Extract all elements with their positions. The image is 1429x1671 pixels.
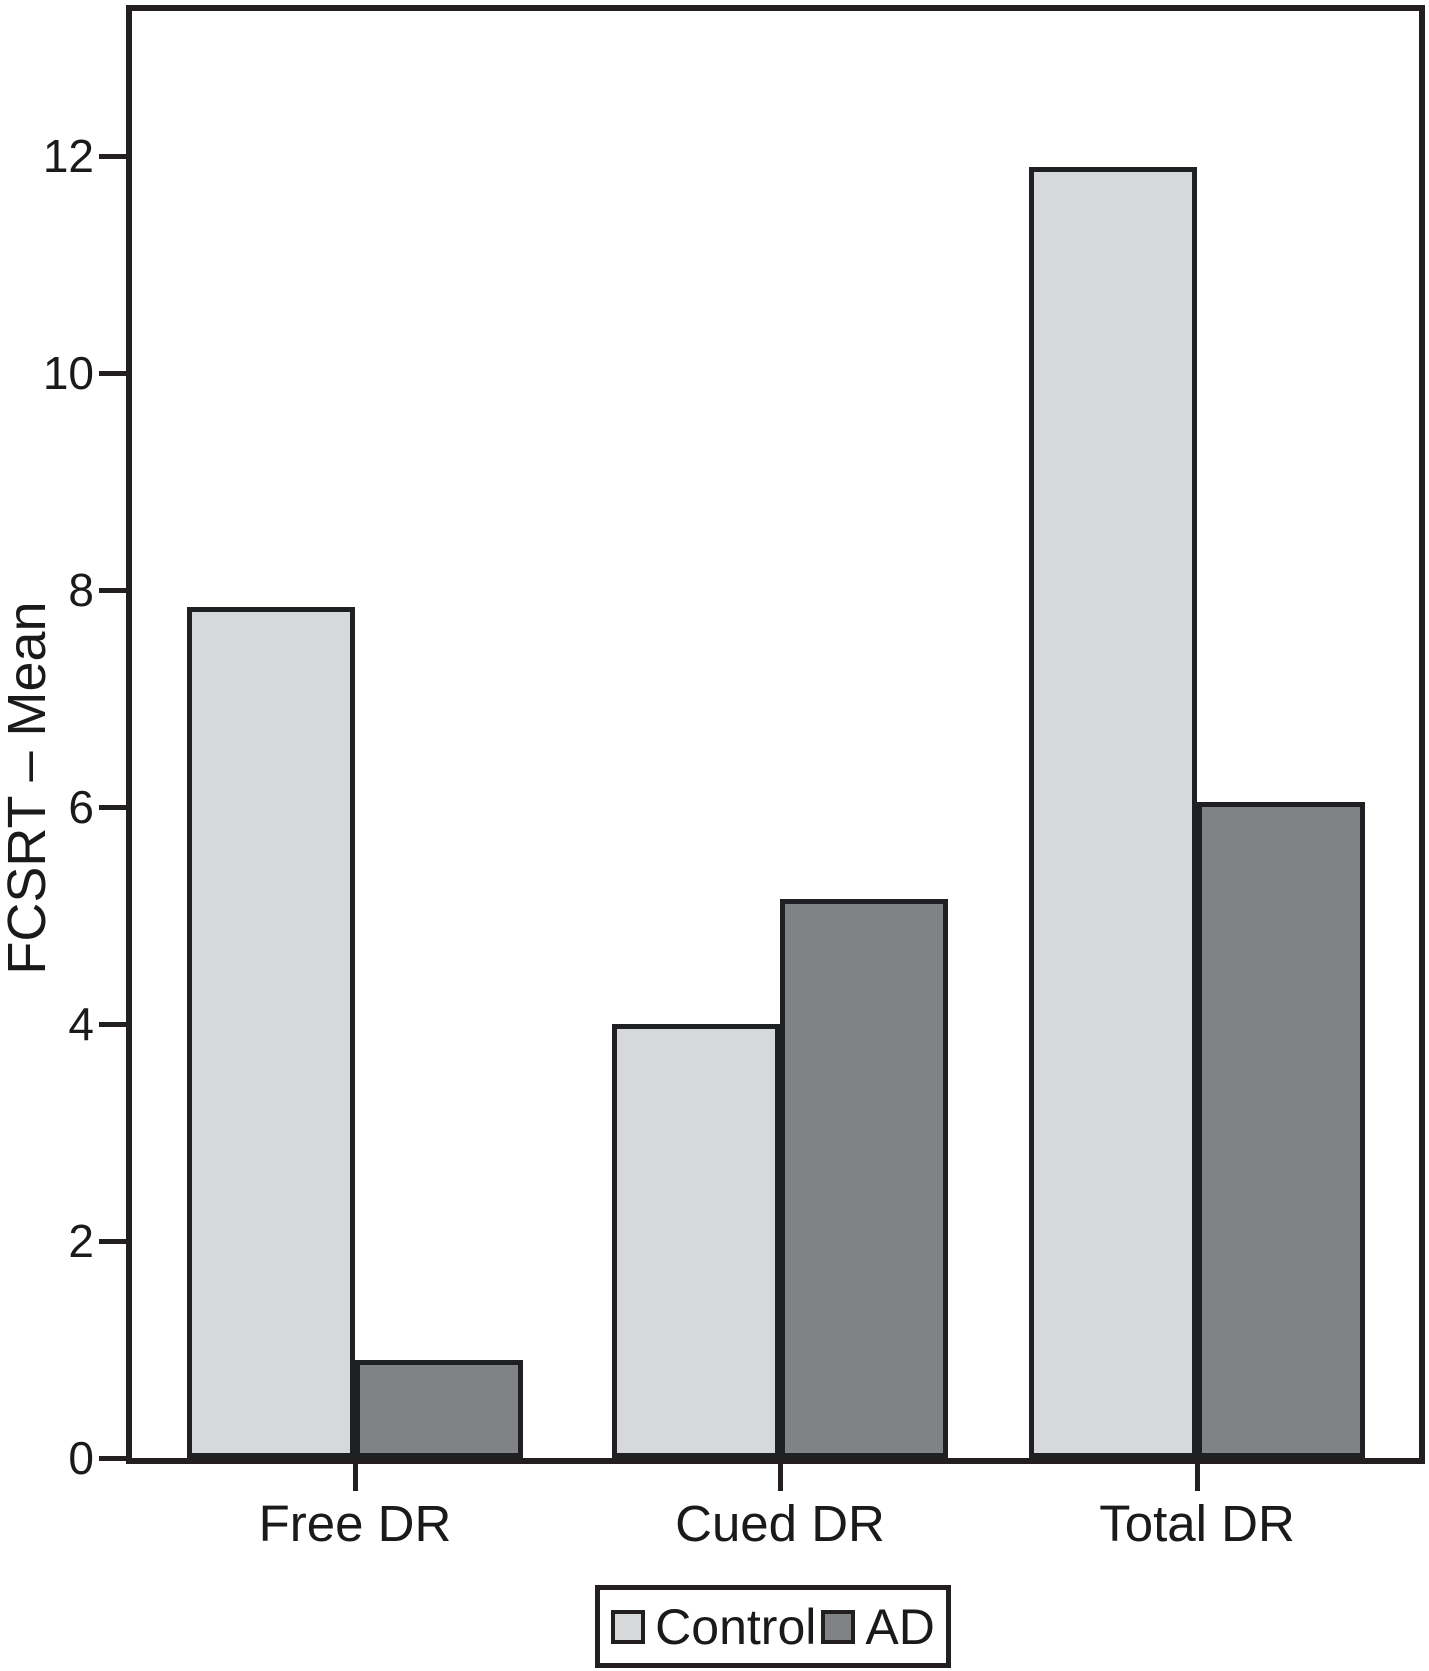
legend-label-ad: AD xyxy=(865,1598,935,1655)
bar-ad-free-dr xyxy=(355,1360,523,1458)
bar-control-total-dr xyxy=(1029,167,1197,1458)
bar-control-free-dr xyxy=(187,607,355,1458)
x-tick-mark-cued-dr xyxy=(778,1464,783,1491)
y-tick-mark-10 xyxy=(99,371,126,376)
y-tick-label-8: 8 xyxy=(68,564,94,616)
x-tick-mark-free-dr xyxy=(353,1464,358,1491)
y-tick-label-10: 10 xyxy=(42,347,94,399)
y-tick-label-6: 6 xyxy=(68,781,94,833)
y-tick-mark-8 xyxy=(99,588,126,593)
y-tick-mark-12 xyxy=(99,154,126,159)
y-tick-mark-0 xyxy=(99,1456,126,1461)
y-tick-mark-6 xyxy=(99,805,126,810)
bar-ad-total-dr xyxy=(1197,802,1365,1458)
legend-label-control: Control xyxy=(655,1598,817,1655)
x-category-label-free-dr: Free DR xyxy=(258,1495,452,1552)
y-tick-label-12: 12 xyxy=(42,130,94,182)
bar-ad-cued-dr xyxy=(780,899,948,1458)
y-tick-mark-4 xyxy=(99,1022,126,1027)
bars-layer xyxy=(132,11,1419,1458)
plot-area xyxy=(126,5,1425,1464)
bar-control-cued-dr xyxy=(612,1024,780,1458)
x-category-label-total-dr: Total DR xyxy=(1099,1495,1295,1552)
x-category-label-cued-dr: Cued DR xyxy=(675,1495,885,1552)
legend: Control AD xyxy=(595,1585,951,1668)
legend-swatch-ad xyxy=(821,1609,856,1644)
x-tick-mark-total-dr xyxy=(1195,1464,1200,1491)
y-tick-label-2: 2 xyxy=(68,1215,94,1267)
legend-swatch-control xyxy=(611,1609,646,1644)
y-tick-label-4: 4 xyxy=(68,998,94,1050)
y-tick-label-0: 0 xyxy=(68,1432,94,1484)
y-tick-mark-2 xyxy=(99,1239,126,1244)
